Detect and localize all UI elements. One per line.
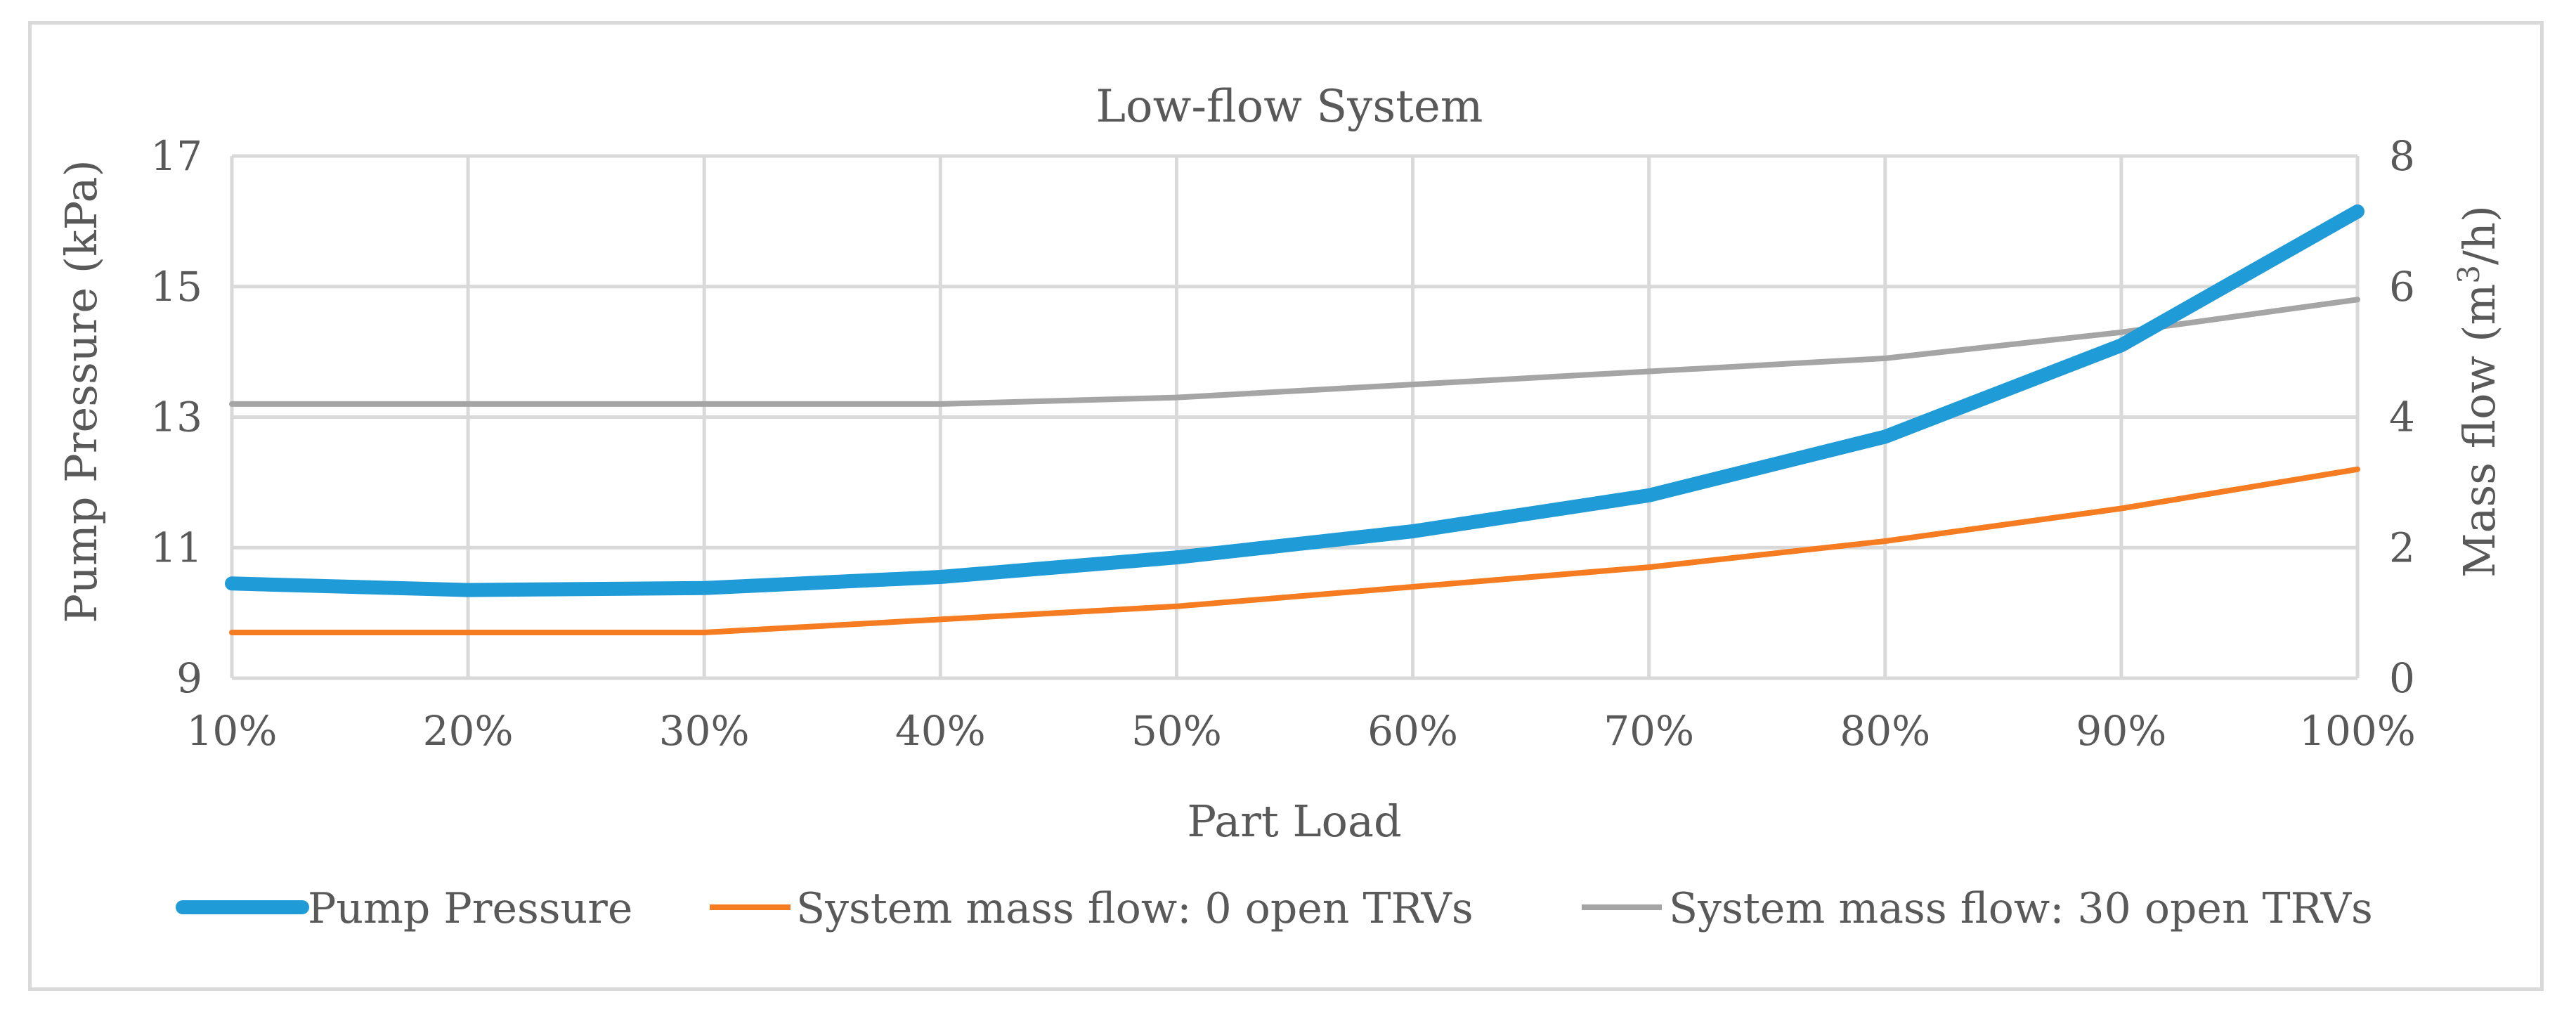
y-axis-right-label: Mass flow (m3/h) — [2452, 205, 2505, 578]
series-lines — [225, 204, 2364, 635]
y-tick-label-11: 11 — [150, 524, 202, 571]
legend: Pump Pressure System mass flow: 0 open T… — [176, 884, 2373, 933]
y2-tick-label-8: 8 — [2389, 132, 2415, 180]
x-axis-label: Part Load — [1187, 796, 1401, 847]
y-tick-label-13: 13 — [150, 394, 202, 441]
y2-tick-label-2: 2 — [2389, 524, 2415, 571]
x-tick-label-40: 40% — [895, 707, 986, 755]
x-tick-label-60: 60% — [1367, 707, 1458, 755]
y-axis-right-label-prefix: Mass flow (m — [2454, 284, 2505, 578]
gridlines — [230, 154, 2360, 680]
y-tick-label-17: 17 — [150, 132, 202, 180]
x-tick-label-70: 70% — [1604, 707, 1694, 755]
y-axis-left-ticks: 9 11 13 15 17 — [150, 132, 202, 702]
x-axis-ticks: 10% 20% 30% 40% 50% 60% 70% 80% 90% 100% — [187, 707, 2416, 755]
legend-label-mass-flow-30: System mass flow: 30 open TRVs — [1669, 884, 2373, 933]
x-tick-label-30: 30% — [659, 707, 750, 755]
y-axis-right-label-sup: 3 — [2452, 265, 2486, 284]
x-tick-label-10: 10% — [187, 707, 278, 755]
y2-tick-label-4: 4 — [2389, 394, 2415, 441]
y-tick-label-15: 15 — [150, 263, 202, 311]
series-line-pump-pressure — [225, 204, 2364, 597]
chart-title: Low-flow System — [1096, 81, 1483, 133]
x-tick-label-20: 20% — [423, 707, 514, 755]
legend-label-pump-pressure: Pump Pressure — [308, 884, 632, 933]
series-line-system-mass-flow-30-open-trvs — [229, 297, 2360, 407]
y-axis-right-label-suffix: /h) — [2454, 205, 2505, 265]
x-tick-label-100: 100% — [2299, 707, 2416, 755]
y-tick-label-9: 9 — [176, 654, 202, 702]
y-axis-right-ticks: 0 2 4 6 8 — [2389, 132, 2415, 702]
series-line-system-mass-flow-0-open-trvs — [229, 466, 2360, 635]
y2-tick-label-6: 6 — [2389, 263, 2415, 311]
y2-tick-label-0: 0 — [2389, 654, 2415, 702]
x-tick-label-80: 80% — [1840, 707, 1930, 755]
x-tick-label-50: 50% — [1131, 707, 1222, 755]
x-tick-label-90: 90% — [2076, 707, 2166, 755]
y-axis-left-label: Pump Pressure (kPa) — [56, 160, 107, 623]
legend-label-mass-flow-0: System mass flow: 0 open TRVs — [796, 884, 1474, 933]
